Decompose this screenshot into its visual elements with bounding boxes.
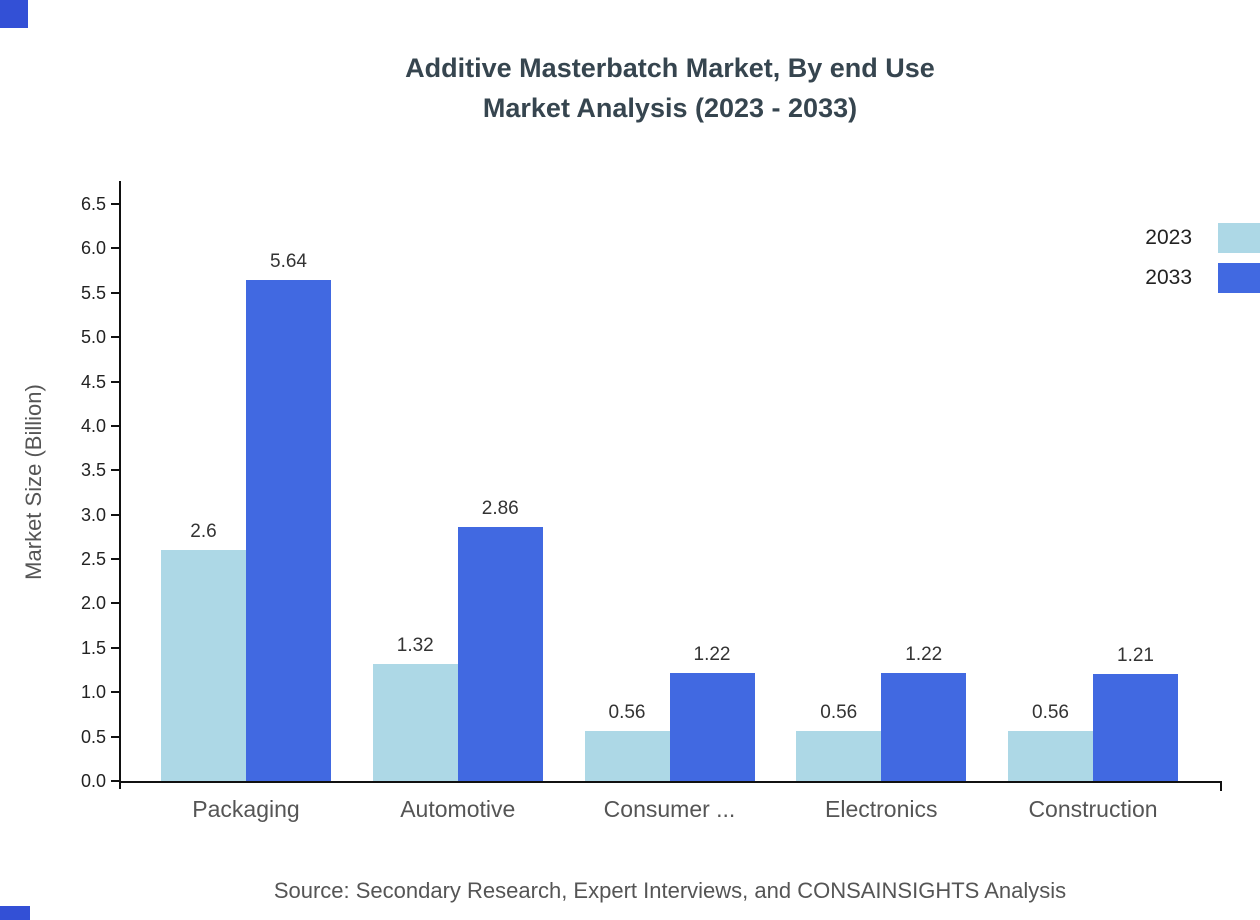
y-tick-label: 6.0: [80, 238, 106, 259]
y-tick-label: 2.5: [80, 549, 106, 570]
y-tick-label: 4.5: [80, 371, 106, 392]
category-label-construction: Construction: [1028, 796, 1158, 822]
legend-item-2023: 2023: [1145, 222, 1260, 254]
brand-corner-mark-top-left: [0, 0, 28, 28]
value-label-2023-construction: 0.56: [1032, 702, 1069, 724]
bar-2033-electronics: [881, 672, 967, 781]
y-tick-mark: [111, 513, 119, 516]
y-tick-mark: [111, 691, 119, 694]
y-tick-mark: [111, 646, 119, 649]
y-tick-mark: [111, 735, 119, 738]
bar-2023-packaging: [161, 550, 246, 781]
bar-2033-consumer: [669, 672, 755, 781]
y-tick-label: 3.5: [80, 460, 106, 481]
value-label-2023-automotive: 1.32: [396, 634, 434, 656]
bar-2033-automotive: [457, 527, 543, 781]
legend-label-2033: 2033: [1145, 266, 1192, 289]
y-tick-label: 3.0: [80, 504, 106, 525]
y-tick-label: 0.5: [80, 726, 106, 747]
bar-2023-construction: [1008, 731, 1093, 781]
y-tick-mark: [111, 247, 119, 250]
category-label-packaging: Packaging: [192, 796, 300, 822]
bar-2023-consumer: [584, 731, 670, 781]
bar-2033-packaging: [246, 280, 331, 781]
y-tick-label: 1.0: [80, 682, 106, 703]
bar-2023-electronics: [796, 731, 882, 781]
category-label-consumer: Consumer ...: [603, 796, 736, 822]
value-label-2033-consumer: 1.22: [693, 643, 731, 665]
category-label-electronics: Electronics: [825, 796, 938, 822]
legend-swatch-2033: [1218, 263, 1260, 293]
y-tick-label: 6.5: [80, 194, 106, 214]
y-tick-mark: [111, 602, 119, 605]
x-axis-end-tick: [1220, 783, 1222, 791]
bar-2023-automotive: [372, 663, 458, 781]
legend-swatch-2023: [1218, 223, 1260, 253]
value-label-2033-automotive: 2.86: [481, 498, 519, 520]
source-note: Source: Secondary Research, Expert Inter…: [273, 878, 1067, 903]
y-tick-mark: [111, 469, 119, 472]
y-tick-mark: [111, 336, 119, 339]
y-tick-mark: [111, 203, 119, 205]
brand-corner-mark-bottom-left: [0, 906, 30, 920]
y-tick-label: 0.0: [80, 771, 106, 791]
y-tick-mark: [111, 424, 119, 427]
y-tick-mark: [111, 780, 119, 782]
chart-title-line1: Additive Masterbatch Market, By end Use: [405, 53, 935, 83]
value-label-2033-electronics: 1.22: [905, 643, 943, 665]
y-tick-label: 4.0: [80, 415, 106, 436]
legend-label-2023: 2023: [1145, 226, 1192, 249]
value-label-2023-electronics: 0.56: [820, 702, 858, 724]
chart-title-line2: Market Analysis (2023 - 2033): [482, 93, 858, 123]
y-tick-mark: [111, 291, 119, 294]
value-label-2023-consumer: 0.56: [608, 702, 646, 724]
y-tick-label: 2.0: [80, 593, 106, 614]
y-tick-label: 5.0: [80, 327, 106, 348]
value-label-2033-construction: 1.21: [1117, 644, 1154, 666]
y-tick-mark: [111, 380, 119, 383]
x-axis-line: [119, 781, 1222, 783]
category-label-automotive: Automotive: [400, 796, 516, 822]
value-label-2023-packaging: 2.6: [190, 521, 217, 543]
y-tick-label: 5.5: [80, 282, 106, 303]
legend-item-2033: 2033: [1145, 262, 1260, 294]
y-tick-mark: [111, 558, 119, 561]
y-tick-label: 1.5: [80, 637, 106, 658]
bar-2033-construction: [1093, 673, 1178, 781]
value-label-2033-packaging: 5.64: [270, 251, 307, 273]
chart-title: Additive Masterbatch Market, By end Use …: [120, 48, 1220, 128]
y-axis-line: [119, 181, 121, 789]
